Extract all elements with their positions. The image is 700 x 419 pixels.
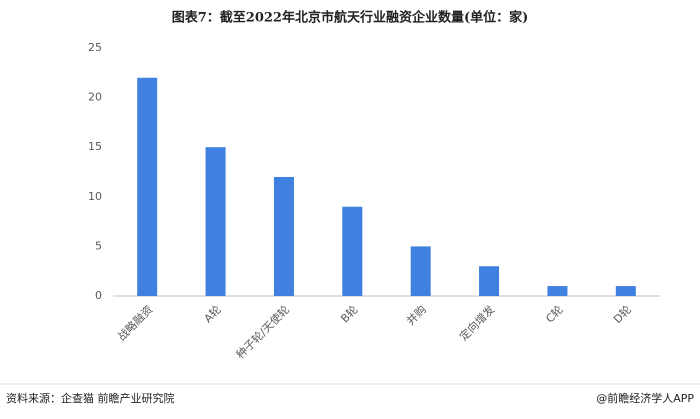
bar bbox=[342, 206, 363, 296]
bar bbox=[410, 246, 431, 296]
bar bbox=[615, 286, 636, 296]
y-tick-label: 0 bbox=[95, 289, 102, 302]
x-tick-label: 并购 bbox=[403, 302, 428, 327]
x-tick-label: 定向增发 bbox=[456, 302, 497, 343]
bar bbox=[205, 147, 226, 296]
bar bbox=[547, 286, 568, 296]
x-tick-label: C轮 bbox=[543, 302, 566, 325]
source-note: 资料来源：企查猫 前瞻产业研究院 bbox=[6, 391, 175, 405]
y-tick-label: 20 bbox=[88, 91, 102, 104]
credit: @前瞻经济学人APP bbox=[596, 391, 694, 405]
bar bbox=[137, 77, 158, 296]
y-tick-label: 10 bbox=[88, 190, 102, 203]
y-tick-label: 25 bbox=[88, 41, 102, 54]
y-tick-label: 5 bbox=[95, 239, 102, 252]
chart-title: 图表7：截至2022年北京市航天行业融资企业数量(单位：家) bbox=[172, 10, 529, 26]
bar bbox=[273, 176, 294, 296]
x-tick-label: A轮 bbox=[201, 302, 224, 325]
x-tick-label: 战略融资 bbox=[114, 302, 155, 343]
x-tick-label: D轮 bbox=[610, 302, 634, 326]
bar bbox=[479, 266, 500, 296]
x-tick-label: 种子轮/天使轮 bbox=[233, 302, 292, 361]
y-tick-label: 15 bbox=[88, 140, 102, 153]
x-tick-label: B轮 bbox=[338, 302, 361, 325]
